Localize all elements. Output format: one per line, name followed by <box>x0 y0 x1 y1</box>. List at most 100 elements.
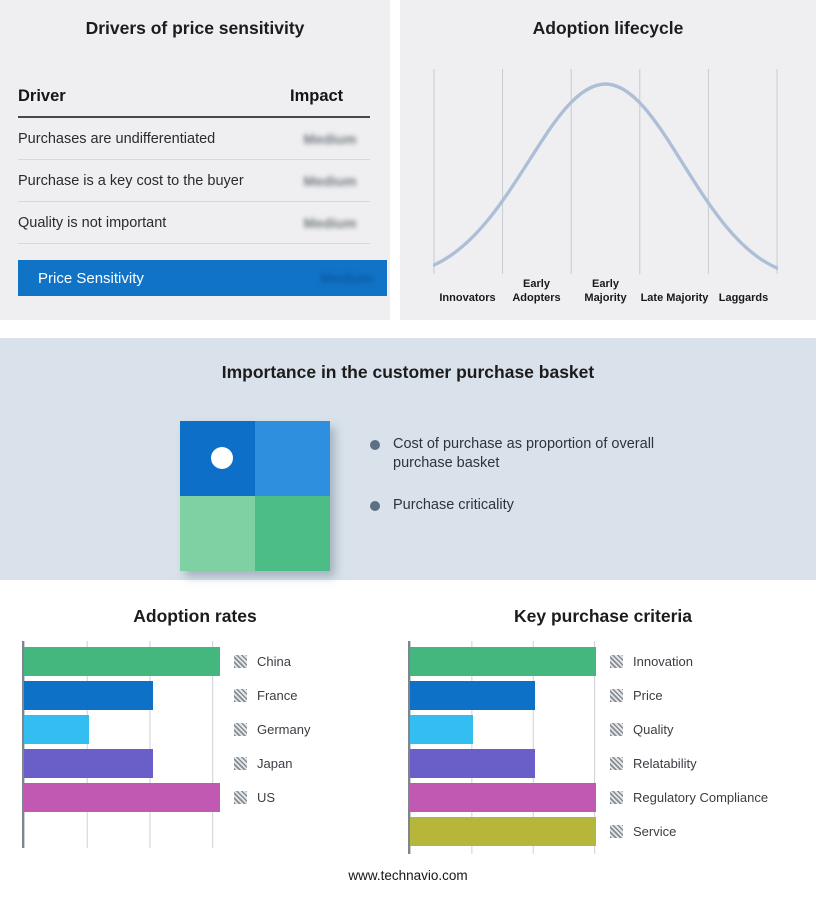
legend-item-germany: Germany <box>234 712 310 746</box>
impact-cell-blurred: Medium <box>303 214 357 231</box>
legend-label: Price <box>633 687 663 703</box>
hatch-swatch-icon <box>610 790 623 804</box>
drivers-panel: Drivers of price sensitivity Driver Impa… <box>0 0 390 320</box>
drivers-table: Driver Impact Purchases are undifferenti… <box>18 87 370 244</box>
bar-price <box>410 680 535 710</box>
legend-label: Quality <box>633 721 674 737</box>
adoption-rates-chart: China France Germany Japan US <box>22 641 390 848</box>
impact-cell-blurred: Medium <box>303 172 357 189</box>
table-row: Purchase is a key cost to the buyer Medi… <box>18 160 370 202</box>
bar-row-germany <box>24 712 220 746</box>
hatch-swatch-icon <box>234 688 247 702</box>
adoption-rates-legend: China France Germany Japan US <box>234 641 310 848</box>
impact-column-header: Impact <box>290 87 344 105</box>
purchase-basket-section: Importance in the customer purchase bask… <box>0 338 816 580</box>
adoption-rates-block: Adoption rates China France Germany Japan US <box>0 606 390 854</box>
legend-label: China <box>257 653 291 669</box>
legend-item-relatability: Relatability <box>610 746 768 780</box>
drivers-title: Drivers of price sensitivity <box>85 18 305 38</box>
quadrant-bottom-left <box>180 496 255 571</box>
legend-item-regulatory-compliance: Regulatory Compliance <box>610 780 768 814</box>
legend-item-us: US <box>234 780 310 814</box>
top-row: Drivers of price sensitivity Driver Impa… <box>0 0 816 320</box>
bell-curve-line <box>433 82 778 270</box>
legend-item-quality: Quality <box>610 712 768 746</box>
bar-relatability <box>410 748 535 778</box>
key-criteria-block: Key purchase criteria Innovation Price Qua… <box>390 606 816 854</box>
legend-item-service: Service <box>610 814 768 848</box>
key-criteria-chart: Innovation Price Quality Relatability Regula… <box>408 641 816 854</box>
hatch-swatch-icon <box>610 654 623 668</box>
price-sensitivity-summary-bar: Price Sensitivity Medium <box>18 260 387 296</box>
table-row: Quality is not important Medium <box>18 202 370 244</box>
legend-label: Service <box>633 823 677 839</box>
driver-column-header: Driver <box>18 87 66 105</box>
bar-row-quality <box>410 712 596 746</box>
bar-row-price <box>410 678 596 712</box>
bar-germany <box>24 714 89 744</box>
legend-item-china: China <box>234 644 310 678</box>
hatch-swatch-icon <box>610 824 623 838</box>
impact-cell-blurred: Medium <box>303 130 357 147</box>
bar-row-japan <box>24 746 220 780</box>
hatch-swatch-icon <box>610 722 623 736</box>
technavio-link[interactable]: www.technavio.com <box>348 868 468 883</box>
bar-us <box>24 782 220 812</box>
bar-regulatory-compliance <box>410 782 596 812</box>
bar-row-regulatory-compliance <box>410 780 596 814</box>
hatch-swatch-icon <box>234 654 247 668</box>
lifecycle-panel: Adoption lifecycle Innovators Early Adopt… <box>400 0 816 320</box>
hatch-swatch-icon <box>610 756 623 770</box>
stage-label: Early Adopters <box>512 278 561 304</box>
legend-label: Germany <box>257 721 311 737</box>
lifecycle-chart: Innovators Early Adopters Early Majority La… <box>433 69 778 306</box>
quadrant-bottom-right <box>255 496 330 571</box>
legend-label: France <box>257 687 298 703</box>
bar-service <box>410 816 596 846</box>
legend-label: Relatability <box>633 755 697 771</box>
legend-item-japan: Japan <box>234 746 310 780</box>
bar-france <box>24 680 154 710</box>
stage-label: Laggards <box>718 291 769 304</box>
key-criteria-title: Key purchase criteria <box>513 606 692 626</box>
purchase-basket-title: Importance in the customer purchase bask… <box>221 362 595 382</box>
stage-label: Early Majority <box>584 278 627 304</box>
driver-cell: Purchase is a key cost to the buyer <box>18 172 244 189</box>
legend-item-price: Price <box>610 678 768 712</box>
bar-innovation <box>410 646 596 676</box>
stage-label: Late Majority <box>640 291 709 304</box>
bar-row-service <box>410 814 596 848</box>
legend-label: Regulatory Compliance <box>633 789 769 805</box>
driver-cell: Purchases are undifferentiated <box>18 130 216 147</box>
bell-curve-chart <box>433 69 778 274</box>
bar-row-relatability <box>410 746 596 780</box>
drivers-table-header: Driver Impact <box>18 87 370 118</box>
basket-bullet-list: Cost of purchase as proportion of overal… <box>370 435 655 538</box>
bar-row-us <box>24 780 220 814</box>
quadrant-matrix <box>180 421 330 571</box>
lifecycle-title: Adoption lifecycle <box>532 18 684 38</box>
legend-label: US <box>257 789 276 805</box>
legend-label: Japan <box>257 755 293 771</box>
key-criteria-legend: Innovation Price Quality Relatability Regula… <box>610 641 768 854</box>
bottom-charts-row: Adoption rates China France Germany Japan US… <box>0 606 816 854</box>
hatch-swatch-icon <box>234 790 247 804</box>
legend-item-france: France <box>234 678 310 712</box>
bullet-item: Purchase criticality <box>370 496 655 515</box>
adoption-rates-title: Adoption rates <box>133 606 257 626</box>
footer: www.technavio.com <box>0 868 816 883</box>
bar-row-innovation <box>410 644 596 678</box>
price-sensitivity-impact-blurred: Medium <box>320 270 374 286</box>
hatch-swatch-icon <box>234 756 247 770</box>
lifecycle-stage-labels: Innovators Early Adopters Early Majority La… <box>433 278 778 306</box>
quadrant-top-right <box>255 421 330 496</box>
bar-japan <box>24 748 154 778</box>
driver-cell: Quality is not important <box>18 214 167 231</box>
stage-label: Innovators <box>439 291 496 304</box>
purchase-basket-content: Cost of purchase as proportion of overal… <box>180 421 816 571</box>
bar-row-china <box>24 644 220 678</box>
hatch-swatch-icon <box>610 688 623 702</box>
marker-dot-icon <box>211 447 233 469</box>
adoption-rates-plot <box>22 641 220 848</box>
